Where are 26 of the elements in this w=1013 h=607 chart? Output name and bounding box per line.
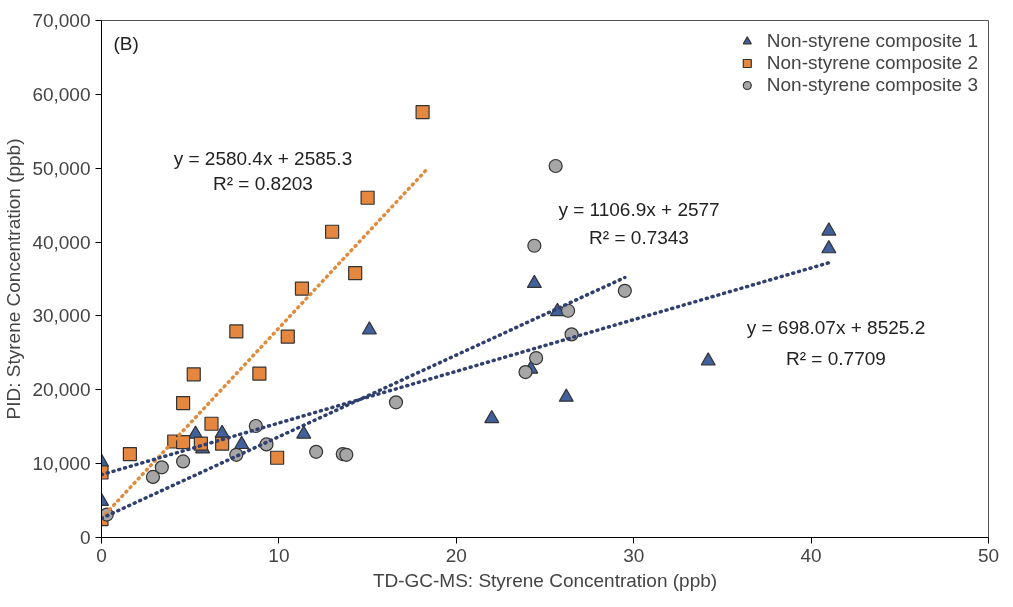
x-tick-label: 30 <box>623 544 645 566</box>
annotation: R² = 0.8203 <box>213 173 313 195</box>
x-axis-title: TD-GC-MS: Styrene Concentration (ppb) <box>372 569 718 591</box>
y-axis-title: PID: Styrene Concentration (ppb) <box>3 138 25 420</box>
x-tick-label: 20 <box>445 544 467 566</box>
annotation: R² = 0.7343 <box>589 226 689 248</box>
legend-label: Non-styrene composite 2 <box>766 52 978 74</box>
legend-label: Non-styrene composite 1 <box>766 30 978 52</box>
y-tick-label: 60,000 <box>32 83 91 105</box>
annotation: (B) <box>113 32 139 54</box>
annotation: y = 698.07x + 8525.2 <box>746 317 926 339</box>
y-tick-label: 0 <box>79 527 91 548</box>
annotation: y = 1106.9x + 2577 <box>558 199 720 221</box>
x-tick-label: 50 <box>977 544 1000 566</box>
y-tick-label: 70,000 <box>32 10 91 31</box>
y-tick-label: 30,000 <box>32 305 91 327</box>
annotation: R² = 0.7709 <box>786 348 886 370</box>
y-tick-label: 40,000 <box>32 231 91 253</box>
y-tick-label: 20,000 <box>32 379 91 401</box>
y-tick-label: 50,000 <box>32 157 91 179</box>
x-tick-label: 10 <box>268 544 290 566</box>
x-tick-label: 40 <box>800 544 822 566</box>
legend-label: Non-styrene composite 3 <box>766 74 978 96</box>
y-tick-label: 10,000 <box>32 453 91 475</box>
annotation: y = 2580.4x + 2585.3 <box>173 147 353 169</box>
x-tick-label: 0 <box>96 544 107 566</box>
